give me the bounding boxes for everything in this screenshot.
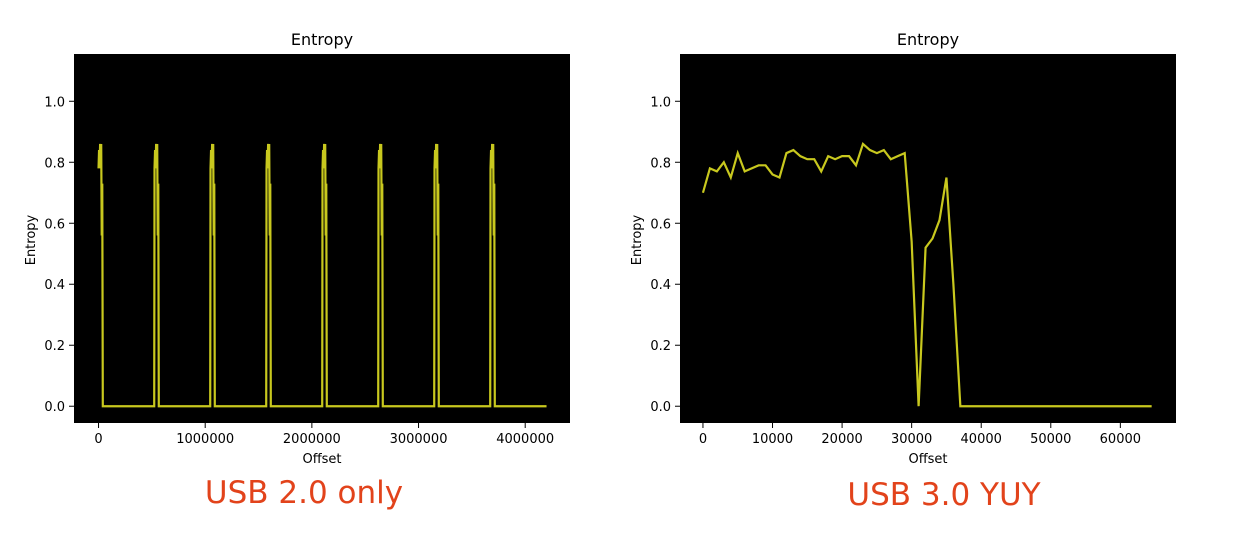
x-tick-label: 4000000 <box>496 432 554 447</box>
chart-right: Entropy 0 10000 20000 30000 40000 50000 60000 … <box>630 30 1176 513</box>
y-tick-label: 0.4 <box>650 278 671 293</box>
y-axis-label-left: Entropy <box>24 214 39 265</box>
caption-right: USB 3.0 YUY <box>847 477 1040 513</box>
x-tick-label: 60000 <box>1100 432 1141 447</box>
entropy-line-left <box>97 143 547 408</box>
chart-left: Entropy 0 1000000 2000000 3000000 4000000 0.… <box>24 30 570 511</box>
x-axis-label-right: Offset <box>908 452 947 467</box>
chart-title-right: Entropy <box>897 30 959 49</box>
x-tick-label: 3000000 <box>390 432 448 447</box>
x-ticks-right: 0 10000 20000 30000 40000 50000 60000 <box>699 423 1141 447</box>
x-tick-label: 40000 <box>961 432 1002 447</box>
x-tick-label: 0 <box>94 432 102 447</box>
caption-left: USB 2.0 only <box>205 475 403 511</box>
y-tick-label: 0.8 <box>650 156 671 171</box>
x-tick-label: 10000 <box>752 432 793 447</box>
x-tick-label: 0 <box>699 432 707 447</box>
y-tick-label: 1.0 <box>650 95 671 110</box>
x-tick-label: 20000 <box>821 432 862 447</box>
y-tick-label: 0.2 <box>650 339 671 354</box>
y-tick-label: 0.8 <box>44 156 65 171</box>
chart-title-left: Entropy <box>291 30 353 49</box>
y-ticks-left: 0.0 0.2 0.4 0.6 0.8 1.0 <box>44 95 74 415</box>
entropy-line-right <box>701 142 1152 408</box>
y-tick-label: 0.4 <box>44 278 65 293</box>
x-ticks-left: 0 1000000 2000000 3000000 4000000 <box>94 423 554 447</box>
x-tick-label: 30000 <box>891 432 932 447</box>
y-tick-label: 0.6 <box>650 217 671 232</box>
y-tick-label: 0.0 <box>44 400 65 415</box>
x-tick-label: 50000 <box>1030 432 1071 447</box>
y-tick-label: 0.0 <box>650 400 671 415</box>
y-tick-label: 0.6 <box>44 217 65 232</box>
x-axis-label-left: Offset <box>302 452 341 467</box>
x-tick-label: 2000000 <box>283 432 341 447</box>
y-ticks-right: 0.0 0.2 0.4 0.6 0.8 1.0 <box>650 95 680 415</box>
plot-area-right <box>680 54 1176 423</box>
x-tick-label: 1000000 <box>176 432 234 447</box>
y-tick-label: 0.2 <box>44 339 65 354</box>
y-tick-label: 1.0 <box>44 95 65 110</box>
y-axis-label-right: Entropy <box>630 214 645 265</box>
